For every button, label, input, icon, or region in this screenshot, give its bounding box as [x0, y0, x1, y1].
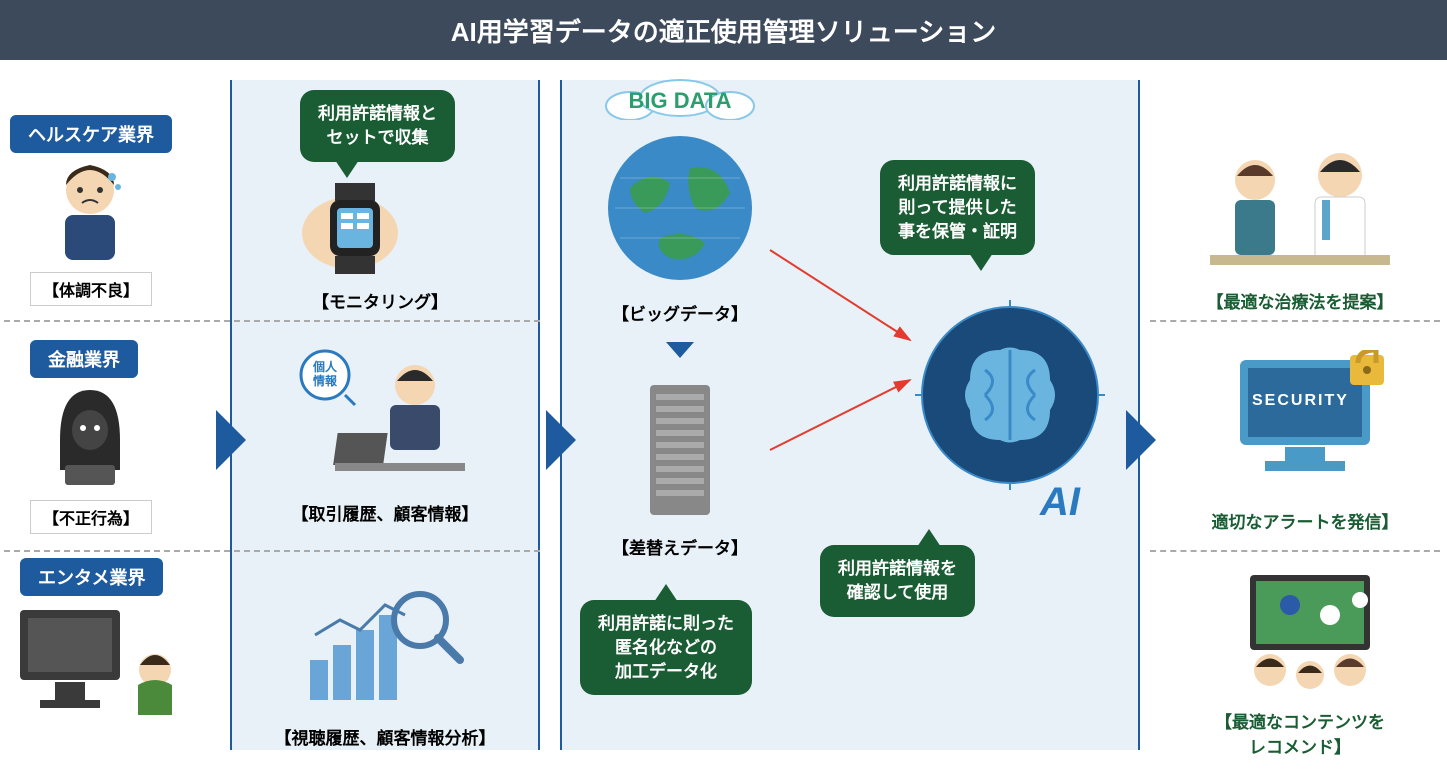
- analytics-chart-icon: [300, 580, 470, 710]
- family-tv-icon: [1220, 570, 1400, 700]
- collect-caption: 【視聴履歴、顧客情報分析】: [245, 724, 525, 749]
- collect-caption: 【モニタリング】: [280, 288, 480, 313]
- provide-bubble: 利用許諾情報に 則って提供した 事を保管・証明: [880, 160, 1035, 255]
- flow-arrow-icon: [216, 410, 246, 470]
- dash-separator: [1150, 320, 1440, 322]
- bubble-tail-icon: [917, 529, 941, 547]
- output-caption: 【最適なコンテンツを レコメンド】: [1165, 708, 1435, 758]
- bubble-text: 利用許諾に則った 匿名化などの 加工データ化: [598, 614, 734, 681]
- bubble-text: 利用許諾情報と セットで収集: [318, 104, 437, 147]
- dash-separator: [1150, 550, 1440, 552]
- bubble-tail-icon: [654, 584, 678, 602]
- header-bar: AI用学習データの適正使用管理ソリューション: [0, 0, 1447, 60]
- diagram-canvas: ヘルスケア業界 【体調不良】 金融業界 【不正行為】 エンタメ業界: [0, 60, 1447, 769]
- dash-separator: [4, 320, 540, 322]
- industry-label: 【不正行為】: [30, 500, 152, 534]
- flow-down-icon: [666, 342, 694, 358]
- bigdata-title-text: BIG DATA: [628, 88, 731, 113]
- header-title: AI用学習データの適正使用管理ソリューション: [451, 12, 996, 49]
- bubble-text: 利用許諾情報を 確認して使用: [838, 559, 957, 602]
- industry-pill-healthcare: ヘルスケア業界: [10, 115, 172, 153]
- caption-text: 【差替えデータ】: [612, 539, 748, 558]
- bigdata-cloud-label: BIG DATA: [600, 78, 760, 120]
- server-icon: [640, 380, 720, 520]
- verify-bubble: 利用許諾情報を 確認して使用: [820, 545, 975, 617]
- doctor-consult-icon: [1200, 140, 1400, 270]
- hacker-icon: [40, 380, 140, 490]
- bubble-text: 利用許諾情報に 則って提供した 事を保管・証明: [898, 174, 1017, 241]
- tv-viewer-icon: [10, 600, 190, 730]
- caption-text: 【視聴履歴、顧客情報分析】: [275, 729, 496, 748]
- collect-bubble: 利用許諾情報と セットで収集: [300, 90, 455, 162]
- bubble-tail-icon: [969, 253, 993, 271]
- dash-separator: [4, 550, 540, 552]
- bubble-tail-icon: [335, 160, 359, 178]
- pill-label: 金融業界: [48, 350, 120, 370]
- security-text: SECURITY: [1252, 392, 1349, 410]
- caption-text: 適切なアラートを発信】: [1212, 513, 1399, 532]
- ai-label: AI: [1040, 480, 1080, 525]
- anon-bubble: 利用許諾に則った 匿名化などの 加工データ化: [580, 600, 752, 695]
- collect-caption: 【取引履歴、顧客情報】: [255, 500, 515, 525]
- svg-text:情報: 情報: [313, 373, 338, 388]
- ai-brain-icon: [915, 300, 1105, 490]
- ai-label-text: AI: [1040, 480, 1080, 524]
- label-text: 【不正行為】: [43, 511, 139, 528]
- caption-text: 【取引履歴、顧客情報】: [292, 505, 479, 524]
- pill-label: ヘルスケア業界: [28, 125, 154, 145]
- caption-text: 【最適なコンテンツを レコメンド】: [1215, 713, 1385, 757]
- industry-label: 【体調不良】: [30, 272, 152, 306]
- personal-info-worker-icon: 個人 情報: [275, 345, 475, 475]
- bigdata-caption: 【ビッグデータ】: [590, 300, 770, 325]
- label-text: 【体調不良】: [43, 283, 139, 300]
- sick-person-icon: [40, 155, 140, 265]
- data-globe-icon: [600, 128, 760, 288]
- industry-pill-finance: 金融業界: [30, 340, 138, 378]
- caption-text: 【モニタリング】: [312, 293, 448, 312]
- output-caption: 【最適な治療法を提案】: [1165, 288, 1435, 313]
- industry-pill-entertainment: エンタメ業界: [20, 558, 163, 596]
- caption-text: 【ビッグデータ】: [612, 305, 748, 324]
- flow-arrow-icon: [1126, 410, 1156, 470]
- output-caption: 適切なアラートを発信】: [1165, 508, 1445, 533]
- svg-text:個人: 個人: [312, 359, 338, 374]
- security-monitor-icon: SECURITY: [1230, 350, 1390, 480]
- smartwatch-icon: [295, 178, 415, 278]
- anon-caption: 【差替えデータ】: [590, 534, 770, 559]
- flow-arrow-icon: [546, 410, 576, 470]
- pill-label: エンタメ業界: [38, 568, 145, 588]
- caption-text: 【最適な治療法を提案】: [1207, 293, 1394, 312]
